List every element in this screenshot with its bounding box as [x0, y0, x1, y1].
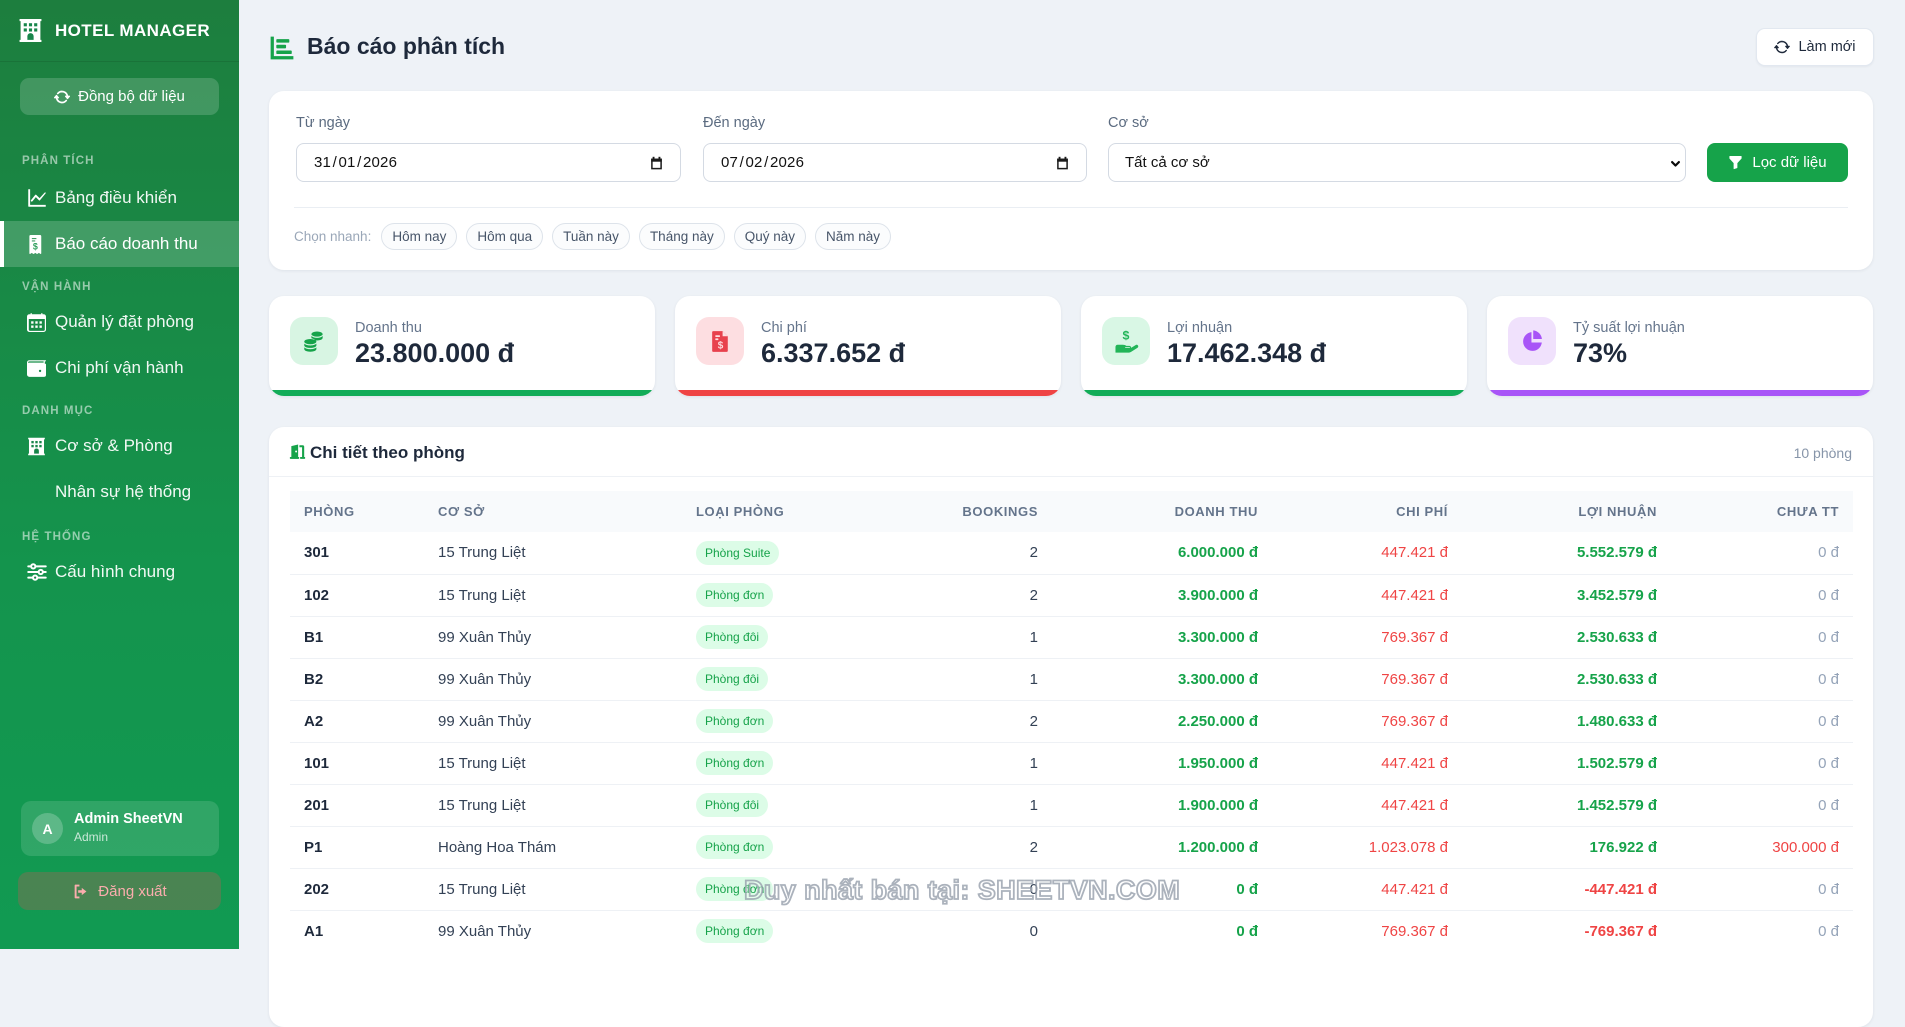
svg-text:$: $: [1122, 328, 1129, 342]
svg-text:$: $: [33, 241, 38, 251]
svg-text:$: $: [717, 340, 723, 351]
